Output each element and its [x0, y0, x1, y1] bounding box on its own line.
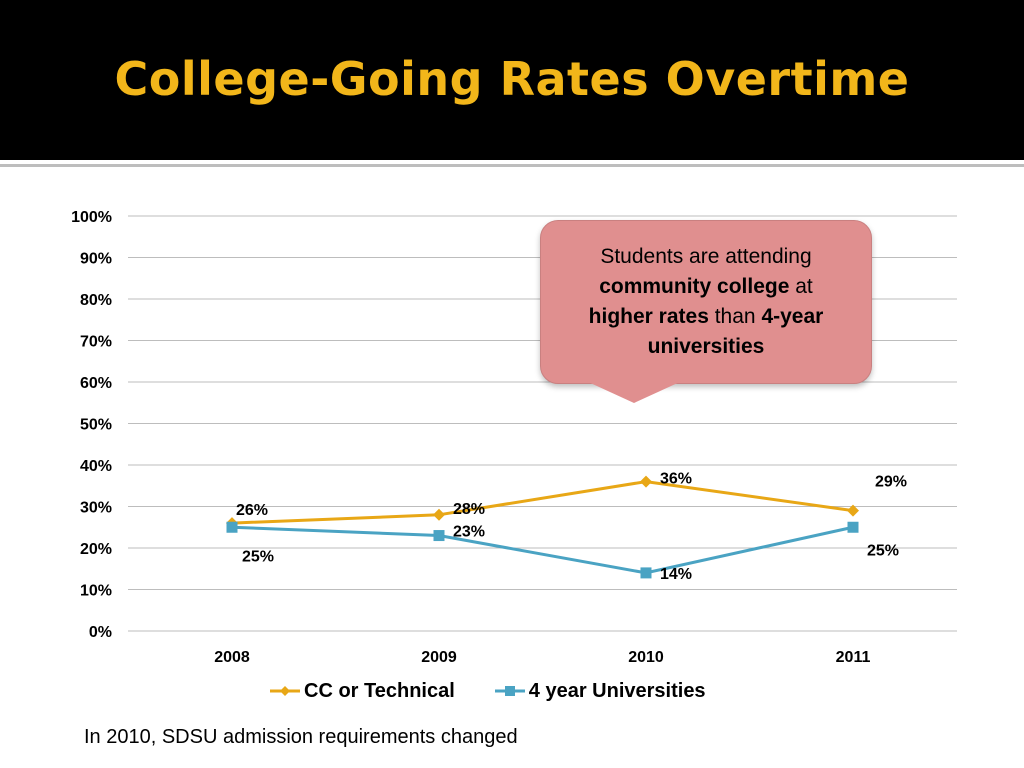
square-marker: [847, 521, 859, 533]
y-tick-label: 30%: [80, 500, 112, 517]
data-label: 14%: [660, 566, 692, 583]
x-axis-tick-labels: 2008 2009 2010 2011: [214, 649, 870, 666]
callout-text-part: Students are attending: [600, 245, 812, 268]
legend-label: 4 year Universities: [528, 679, 706, 702]
title-bar: College-Going Rates Overtime: [0, 0, 1024, 160]
title-divider: [0, 160, 1024, 164]
diamond-marker-icon: [270, 686, 300, 696]
diamond-marker: [433, 508, 445, 521]
callout-text-part: at: [789, 275, 813, 298]
square-marker-icon: [494, 686, 525, 696]
diamond-marker: [640, 475, 652, 488]
x-tick-label: 2011: [836, 649, 871, 666]
y-tick-label: 80%: [80, 292, 112, 309]
callout-text-part: than: [708, 305, 762, 328]
data-label: 25%: [867, 542, 899, 559]
y-tick-label: 60%: [80, 375, 112, 392]
data-label: 25%: [242, 548, 274, 565]
x-tick-label: 2009: [421, 649, 457, 666]
legend-label: CC or Technical: [304, 679, 455, 702]
callout-emphasis: community college: [599, 275, 790, 298]
callout-pointer: [586, 381, 682, 403]
square-marker: [433, 530, 445, 542]
callout-emphasis: 4-year universities: [647, 305, 824, 358]
data-label: 29%: [875, 474, 907, 491]
y-axis-tick-labels: 0% 10% 20% 30% 40% 50% 60% 70% 80% 90% 100%: [71, 209, 112, 641]
x-tick-label: 2010: [628, 649, 664, 666]
footnote: In 2010, SDSU admission requirements cha…: [84, 726, 518, 748]
data-label: 36%: [660, 471, 692, 488]
series-line-cc: [231, 480, 854, 525]
slide-title: College-Going Rates Overtime: [114, 52, 910, 106]
data-label: 23%: [453, 524, 485, 541]
diamond-marker: [847, 504, 859, 517]
y-tick-label: 40%: [80, 458, 112, 475]
title-divider-shadow: [0, 164, 1024, 167]
y-tick-label: 50%: [80, 417, 112, 434]
data-label: 28%: [453, 501, 485, 518]
chart-series: [226, 475, 859, 579]
chart-legend: CC or Technical 4 year Universities: [270, 678, 706, 704]
y-tick-label: 90%: [80, 251, 112, 268]
x-tick-label: 2008: [214, 649, 250, 666]
callout-text: Students are attending community college…: [556, 242, 856, 362]
y-tick-label: 100%: [71, 209, 112, 226]
series-line-universities: [231, 525, 854, 575]
legend-item-universities: 4 year Universities: [494, 679, 706, 703]
chart-data-labels: 26% 28% 36% 29% 25% 23% 14% 25%: [236, 471, 907, 583]
y-tick-label: 10%: [80, 583, 112, 600]
callout-emphasis: higher rates: [588, 305, 709, 328]
square-marker: [640, 567, 652, 579]
data-label: 26%: [236, 502, 268, 519]
legend-item-cc: CC or Technical: [270, 680, 455, 703]
y-tick-label: 20%: [80, 541, 112, 558]
callout-bubble: Students are attending community college…: [540, 220, 872, 384]
square-marker: [226, 521, 238, 533]
y-tick-label: 70%: [80, 334, 112, 351]
y-tick-label: 0%: [89, 624, 112, 641]
